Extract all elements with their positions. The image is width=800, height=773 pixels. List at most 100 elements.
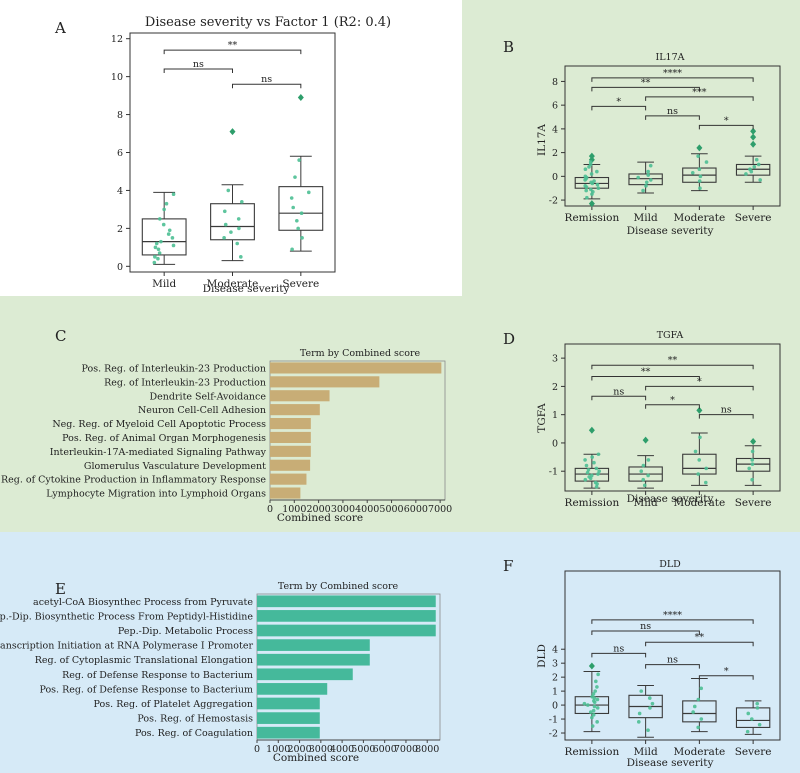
chart-f-data-point [590, 694, 595, 699]
chart-d-significance-bracket [698, 414, 754, 419]
chart-b-data-point [584, 188, 588, 193]
chart-a-ytick-label: 6 [117, 148, 123, 159]
chart-b-significance-bracket [698, 124, 754, 130]
chart-b-data-point [595, 182, 600, 187]
chart-e-category-label: acetyl-CoA Biosynthec Process from Pyruv… [33, 597, 253, 608]
chart-d-data-point [641, 477, 646, 482]
chart-f-data-point [592, 699, 596, 703]
chart-a-data-point [156, 256, 160, 261]
chart-b-data-point [758, 178, 762, 182]
chart-b-outlier-point [588, 152, 595, 160]
chart-d-data-point [593, 480, 598, 485]
chart-b-data-point [583, 174, 588, 179]
chart-f-ytick-label: -2 [549, 729, 558, 740]
chart-d-significance-label: * [697, 376, 702, 387]
chart-f-data-point [745, 729, 750, 734]
chart-b-data-point [646, 173, 651, 177]
chart-b-xtick-label: Mild [634, 212, 658, 224]
chart-e-bar [257, 639, 370, 651]
chart-a-box [278, 186, 324, 231]
chart-c-bar [270, 404, 320, 416]
chart-e-bar [257, 683, 328, 695]
chart-d-data-point [589, 473, 594, 478]
chart-c-bar [270, 376, 380, 388]
chart-b-data-point [644, 184, 648, 188]
chart-f-significance-label: * [724, 666, 729, 677]
chart-f-significance-bracket [698, 675, 754, 680]
chart-d-data-point [596, 472, 600, 476]
chart-e-category-label: Reg. of Cytoplasmic Translational Elonga… [35, 655, 253, 666]
chart-a-ytick-label: 8 [117, 110, 123, 121]
chart-c-xtick-label: 4000 [355, 504, 379, 515]
chart-a-data-point [289, 196, 294, 200]
chart-d-box [574, 467, 610, 482]
chart-c-xtick-label: 5000 [379, 504, 403, 515]
chart-f-data-point [596, 672, 600, 677]
chart-a-significance-label: ** [228, 40, 238, 51]
chart-a-xtick-label: Severe [282, 278, 319, 290]
chart-f-ytick-label: 1 [552, 687, 558, 698]
chart-b-data-point [648, 163, 653, 168]
chart-d-data-point [641, 463, 646, 468]
chart-a-data-point [293, 175, 297, 179]
chart-a-data-point [240, 200, 244, 204]
chart-b-data-point [595, 169, 599, 174]
chart-d-significance-bracket [645, 404, 700, 409]
chart-b-data-point [646, 169, 650, 174]
chart-c-category-label: Reg. of Interleukin-23 Production [104, 377, 266, 388]
chart-e-bar [257, 624, 436, 637]
chart-a-data-point [171, 192, 176, 197]
chart-f-data-point [591, 708, 596, 713]
chart-d-data-point [583, 458, 587, 462]
chart-a-data-point [154, 241, 159, 246]
chart-a-ytick-label: 10 [111, 72, 123, 83]
chart-a-outlier-point [297, 93, 304, 101]
chart-e-bar [257, 595, 436, 608]
chart-b-data-point [591, 189, 595, 194]
chart-b-outlier-point [750, 127, 757, 135]
chart-a-data-point [161, 222, 166, 227]
chart-c-xlabel: Combined score [277, 512, 363, 524]
chart-f-data-point [650, 701, 655, 706]
chart-a-data-point [290, 247, 294, 252]
chart-b-significance-bracket [645, 96, 754, 101]
chart-f-ytick-label: 3 [552, 659, 558, 670]
chart-b-ylabel: IL17A [536, 124, 548, 156]
chart-f-data-point [590, 715, 594, 720]
chart-c-bar [270, 417, 311, 430]
chart-b-data-point [636, 175, 640, 180]
chart-d-ytick-label: 3 [552, 354, 558, 365]
chart-a-data-point [164, 201, 169, 206]
chart-b-data-point [698, 174, 703, 179]
chart-c-category-label: Pos. Reg. of Interleukin-23 Production [81, 363, 266, 374]
chart-a-data-point [170, 236, 175, 240]
chart-b-ytick-label: 2 [552, 148, 558, 159]
chart-f-data-point [755, 706, 760, 710]
chart-a-data-point [162, 207, 166, 212]
chart-f-ylabel: DLD [536, 644, 548, 668]
chart-d-frame [564, 343, 781, 492]
chart-f-data-point [595, 697, 600, 702]
chart-d-data-point [594, 466, 599, 471]
chart-a-data-point [167, 228, 172, 233]
chart-b-data-point [698, 186, 702, 191]
chart-d-significance-label: ** [641, 367, 651, 378]
chart-e-xtick-label: 5000 [351, 744, 375, 755]
chart-d-xtick-label: Mild [634, 497, 658, 509]
chart-e-xlabel: Combined score [273, 752, 359, 764]
chart-d-data-point [639, 469, 644, 474]
chart-f-data-point [692, 704, 697, 709]
chart-c-xtick-label: 6000 [404, 504, 428, 515]
chart-a-data-point [235, 241, 240, 246]
chart-f-significance-bracket [645, 641, 754, 647]
chart-e-title: Term by Combined score [278, 581, 399, 592]
chart-e-bar [257, 610, 436, 622]
chart-d-panel-letter: D [503, 330, 515, 348]
chart-c-bar [270, 473, 307, 485]
chart-f-xtick-label: Moderate [674, 746, 726, 758]
chart-d-data-point [693, 449, 698, 454]
chart-b-data-point [583, 167, 588, 172]
